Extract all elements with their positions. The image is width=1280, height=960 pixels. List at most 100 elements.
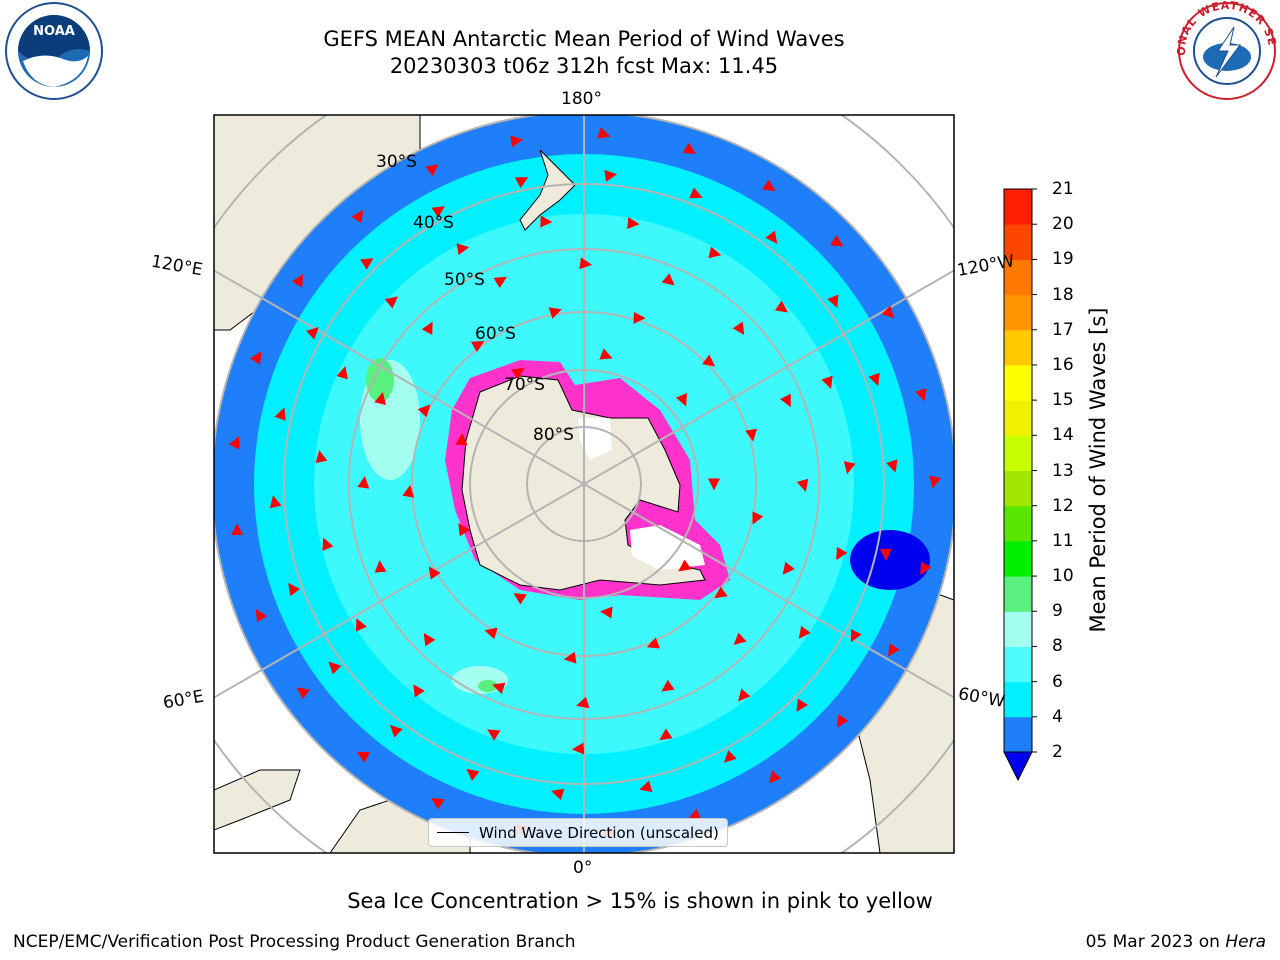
wave-arrow bbox=[255, 609, 268, 623]
colorbar-tick-label: 14 bbox=[1052, 425, 1074, 446]
colorbar-segment bbox=[1004, 470, 1032, 507]
colorbar-extend-arrow bbox=[1003, 751, 1033, 782]
wave-arrow bbox=[511, 367, 525, 380]
colorbar-segment bbox=[1004, 646, 1032, 683]
wave-arrow bbox=[356, 751, 371, 763]
africa-land bbox=[214, 769, 301, 831]
wave-arrow bbox=[492, 682, 506, 695]
colorbar-segment bbox=[1004, 259, 1032, 296]
wave-arrow bbox=[551, 788, 565, 801]
colorbar-tick-label: 11 bbox=[1052, 530, 1074, 551]
wave-arrow bbox=[682, 142, 696, 155]
lon-label-180: 180° bbox=[561, 89, 602, 109]
colorbar-tick-label: 2 bbox=[1052, 742, 1063, 762]
wave-arrow bbox=[768, 770, 782, 784]
wave-arrow bbox=[774, 300, 789, 313]
wave-arrow bbox=[850, 628, 862, 643]
wave-arrow bbox=[745, 428, 758, 442]
ocean-patch-9-10 bbox=[366, 358, 394, 402]
wave-arrow bbox=[929, 475, 942, 489]
wave-arrow bbox=[484, 627, 498, 640]
colorbar-tick-label: 15 bbox=[1052, 390, 1074, 411]
wave-arrow bbox=[708, 246, 722, 259]
wave-arrow bbox=[821, 375, 833, 389]
colorbar-segment bbox=[1004, 435, 1032, 471]
wave-arrow bbox=[796, 698, 809, 712]
wave-arrow bbox=[836, 546, 848, 561]
wave-arrow bbox=[661, 679, 675, 692]
wave-arrow bbox=[782, 561, 795, 575]
new-zealand-land bbox=[519, 149, 576, 231]
colorbar-tick-label: 12 bbox=[1052, 495, 1074, 516]
wave-arrow bbox=[458, 523, 470, 537]
wave-arrow bbox=[466, 768, 480, 781]
wave-arrow bbox=[431, 798, 445, 810]
wave-arrow bbox=[687, 808, 702, 820]
wave-arrow bbox=[336, 366, 348, 380]
wave-arrow bbox=[428, 566, 441, 580]
lat-label-80s: 80°S bbox=[533, 425, 574, 445]
wave-arrow bbox=[249, 351, 262, 365]
ross-open-water bbox=[578, 418, 612, 460]
colorbar-tick-label: 17 bbox=[1052, 319, 1074, 340]
wave-arrow bbox=[374, 560, 387, 573]
wave-arrow bbox=[455, 433, 468, 446]
wave-arrow bbox=[659, 728, 673, 741]
wave-arrow bbox=[357, 475, 370, 489]
map-legend: Wind Wave Direction (unscaled) bbox=[428, 818, 728, 847]
graticule bbox=[214, 115, 954, 853]
footer-date: 05 Mar 2023 on Hera bbox=[1086, 932, 1266, 952]
wave-arrow bbox=[563, 651, 577, 664]
wave-arrow bbox=[604, 169, 618, 182]
wave-arrow bbox=[425, 164, 439, 177]
colorbar-segment bbox=[1004, 224, 1032, 260]
wave-arrow bbox=[881, 305, 895, 319]
colorbar-tick-label: 6 bbox=[1052, 671, 1063, 692]
wave-arrow bbox=[315, 450, 328, 464]
chart-title: GEFS MEAN Antarctic Mean Period of Wind … bbox=[323, 27, 845, 51]
colorbar-segment bbox=[1004, 505, 1032, 542]
wave-arrow bbox=[888, 643, 900, 657]
wave-arrow bbox=[493, 276, 507, 289]
wave-arrow bbox=[269, 495, 282, 509]
wave-arrow bbox=[627, 217, 640, 230]
wave-arrow bbox=[752, 511, 764, 525]
wave-arrow bbox=[689, 187, 703, 199]
chart-subtitle: 20230303 t06z 312h fcst Max: 11.45 bbox=[389, 54, 779, 78]
weddell-open-water bbox=[630, 525, 705, 570]
colorbar-segment bbox=[1004, 364, 1032, 401]
wave-arrow bbox=[600, 606, 613, 619]
wave-arrow bbox=[571, 742, 585, 755]
lat-label-40s: 40°S bbox=[413, 213, 454, 233]
footer-host: Hera bbox=[1225, 932, 1266, 952]
wave-arrow bbox=[417, 404, 431, 418]
colorbar-tick-label: 4 bbox=[1052, 706, 1063, 727]
wave-arrow bbox=[837, 714, 849, 728]
wave-arrow bbox=[431, 206, 445, 218]
colorbar-segment bbox=[1004, 400, 1032, 436]
colorbar-label: Mean Period of Wind Waves [s] bbox=[1086, 307, 1110, 633]
wave-arrow bbox=[548, 307, 562, 319]
ocean-patch-below-2 bbox=[850, 530, 930, 590]
wave-arrow bbox=[228, 436, 240, 450]
wave-arrow bbox=[355, 618, 367, 632]
colorbar-tick-label: 13 bbox=[1052, 460, 1074, 481]
wave-arrow bbox=[579, 257, 593, 270]
wave-arrow bbox=[596, 127, 611, 139]
ocean-patch-8-9-b bbox=[452, 666, 508, 694]
colorbar-tick-label: 20 bbox=[1052, 214, 1074, 235]
colorbar-tick-label: 19 bbox=[1052, 249, 1074, 270]
wave-arrow bbox=[702, 354, 716, 367]
colorbar-segment bbox=[1004, 611, 1032, 647]
wave-arrow bbox=[661, 273, 675, 286]
colorbar-tick-label: 8 bbox=[1052, 636, 1063, 657]
wave-arrow bbox=[639, 780, 653, 793]
colorbar-segment bbox=[1004, 716, 1032, 753]
sea-ice-note: Sea Ice Concentration > 15% is shown in … bbox=[347, 889, 933, 913]
wave-arrow bbox=[780, 393, 791, 408]
colorbar-tick-label: 9 bbox=[1052, 601, 1063, 622]
wave-arrow bbox=[576, 696, 590, 709]
wave-arrow bbox=[762, 179, 776, 191]
wave-direction-arrows bbox=[228, 127, 942, 840]
